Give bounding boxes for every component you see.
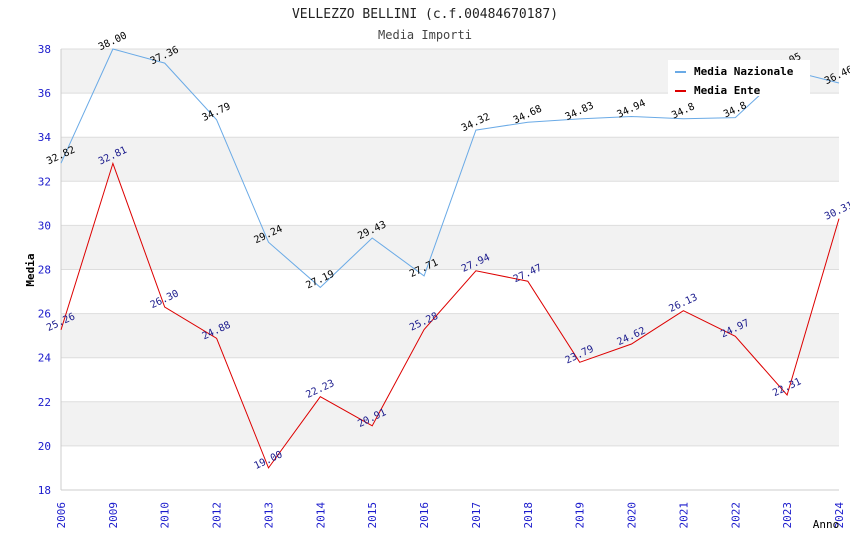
x-tick-label: 2023 [781,502,794,529]
y-tick-label: 30 [38,219,51,232]
x-tick-label: 2019 [574,502,587,529]
series-lines [60,48,840,469]
grid-band [61,93,839,138]
legend-label-media-nazionale: Media Nazionale [694,65,794,78]
x-tick-label: 2018 [522,502,535,529]
y-tick-label: 38 [38,43,51,56]
y-tick-label: 22 [38,396,51,409]
legend-box [668,60,810,96]
x-axis-label: Anno [813,518,840,531]
x-tick-label: 2013 [262,502,275,529]
x-tick-label: 2024 [833,502,846,529]
legend: Media Nazionale Media Ente [668,60,810,97]
series-line-media-ente [60,161,840,469]
x-tick-label: 2014 [314,502,327,529]
chart-title: VELLEZZO BELLINI (c.f.00484670187) [292,7,558,22]
x-tick-label: 2009 [107,502,120,529]
y-tick-label: 32 [38,175,51,188]
y-tick-label: 28 [38,264,51,277]
y-tick-label: 18 [38,484,51,497]
chart-subtitle: Media Importi [378,28,472,42]
grid-band [61,137,839,182]
y-tick-label: 36 [38,87,51,100]
x-tick-label: 2015 [366,502,379,529]
x-tick-label: 2021 [677,502,690,529]
grid-band [61,445,839,490]
y-tick-label: 34 [38,131,52,144]
grid-bands [61,49,839,490]
y-tick-label: 26 [38,308,51,321]
x-tick-label: 2020 [626,502,639,529]
x-tick-label: 2010 [159,502,172,529]
grid-band [61,401,839,446]
x-tick-label: 2017 [470,502,483,529]
y-axis-label: Media [24,253,37,286]
series-line-media-nazionale [60,48,840,289]
x-tick-label: 2006 [55,502,68,529]
x-tick-label: 2012 [211,502,224,529]
x-tick-label: 2022 [729,502,742,529]
grid-band [61,313,839,358]
x-tick-label: 2016 [418,502,431,529]
legend-label-media-ente: Media Ente [694,84,761,97]
grid-band [61,269,839,314]
grid-band [61,225,839,270]
y-tick-label: 20 [38,440,51,453]
y-tick-label: 24 [38,352,52,365]
grid-band [61,357,839,402]
